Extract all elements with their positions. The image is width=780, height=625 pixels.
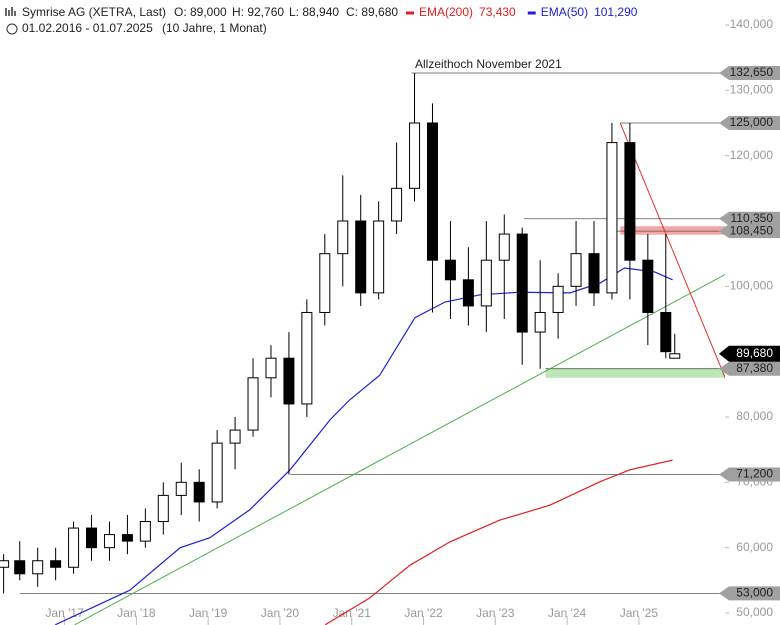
price-tag-label: 108,450 (730, 223, 774, 237)
x-tick-label: Jan '23 (476, 606, 515, 620)
x-tick-label: Jan '25 (620, 606, 659, 620)
y-tick-label: 80,000 (736, 409, 773, 423)
last-price-label: 89,680 (736, 346, 773, 360)
candle-body (642, 259, 654, 313)
candle-body (588, 253, 600, 294)
period-note: (10 Jahre, 1 Monat) (162, 21, 267, 35)
candle-body (669, 353, 681, 359)
chart-title: Symrise AG (XETRA, Last) (22, 5, 166, 19)
candle-body (624, 142, 636, 261)
candle-body (391, 187, 403, 222)
candle-body (534, 311, 546, 333)
price-tag (719, 211, 780, 226)
candle-body (247, 377, 259, 431)
plot-area (0, 72, 725, 625)
x-tick-label: Jan '19 (189, 606, 228, 620)
price-tag (719, 224, 780, 239)
candle-body (0, 560, 10, 568)
candle-body (409, 122, 421, 189)
clock-icon (6, 23, 18, 35)
header: Symrise AG (XETRA, Last) O: 89,000 H: 92… (5, 5, 562, 71)
candle-body (103, 534, 115, 549)
y-tick-label: 140,000 (730, 17, 774, 31)
price-tag (719, 66, 780, 81)
ema-line (324, 459, 673, 625)
candle-body (444, 259, 456, 281)
candle-body (516, 233, 528, 333)
candle-body (373, 220, 385, 294)
candle-body (175, 481, 187, 496)
candle-body (193, 481, 205, 503)
y-tick-label: 60,000 (736, 540, 773, 554)
candle-body (570, 253, 582, 287)
x-tick-label: Jan '18 (117, 606, 156, 620)
price-tag-label: 87,380 (736, 361, 773, 375)
price-tag-label: 71,200 (736, 467, 773, 481)
ohlc-open: O: 89,000 (174, 5, 227, 19)
ema-line (55, 267, 673, 625)
price-tag (719, 467, 780, 482)
ohlc-low: L: 88,940 (289, 5, 339, 19)
candle-body (660, 311, 672, 353)
candle-body (139, 521, 151, 542)
y-tick-label: 120,000 (730, 148, 774, 162)
candle-body (552, 285, 564, 313)
ohlc-high: H: 92,760 (232, 5, 284, 19)
candle-body (14, 560, 26, 575)
x-tick-label: Jan '20 (261, 606, 300, 620)
y-tick-label: 100,000 (730, 279, 774, 293)
candle-body (265, 357, 277, 379)
y-tick-label: 130,000 (730, 83, 774, 97)
price-tag-label: 110,350 (731, 211, 774, 225)
price-tag-label: 125,000 (730, 115, 774, 129)
legend-value: 73,430 (479, 5, 516, 19)
candle-body (121, 534, 133, 542)
legend-name: EMA(50) (541, 5, 588, 19)
candle-body (498, 233, 510, 261)
x-tick-label: Jan '17 (45, 606, 84, 620)
x-tick-label: Jan '21 (333, 606, 372, 620)
candle-body (68, 527, 80, 568)
legend-value: 101,290 (594, 5, 638, 19)
candle-body (283, 357, 295, 405)
chart-icon (5, 7, 16, 16)
x-tick-label: Jan '22 (404, 606, 443, 620)
candle-body (211, 442, 223, 503)
candle-body (462, 279, 474, 307)
trendline (619, 122, 725, 379)
candle-body (157, 494, 169, 523)
price-tag-label: 132,650 (730, 65, 774, 79)
last-price-tag (719, 345, 780, 362)
candle-body (355, 220, 367, 294)
candle-body (480, 259, 492, 307)
x-tick-label: Jan '24 (548, 606, 587, 620)
candle-body (86, 527, 98, 549)
candle-body (337, 220, 349, 255)
candle-body (32, 560, 44, 575)
ohlc-close: C: 89,680 (346, 5, 398, 19)
candle-body (606, 142, 618, 294)
price-tag (719, 361, 780, 376)
candle-body (50, 560, 62, 568)
period: 01.02.2016 - 01.07.2025 (22, 21, 153, 35)
price-tag-label: 53,000 (736, 586, 773, 600)
legend-name: EMA(200) (419, 5, 473, 19)
candle-body (319, 253, 331, 313)
candle-body (301, 311, 313, 405)
zone (545, 368, 725, 378)
zone (620, 226, 725, 235)
candle-body (229, 429, 241, 444)
price-tag (719, 586, 780, 601)
annotation: Allzeithoch November 2021 (415, 57, 562, 71)
trendline (74, 273, 725, 625)
legend: EMA(200) 73,430 EMA(50) 101,290 (406, 5, 638, 19)
price-tag (719, 116, 780, 130)
candle-body (426, 122, 438, 261)
y-tick-label: 50,000 (736, 605, 773, 619)
